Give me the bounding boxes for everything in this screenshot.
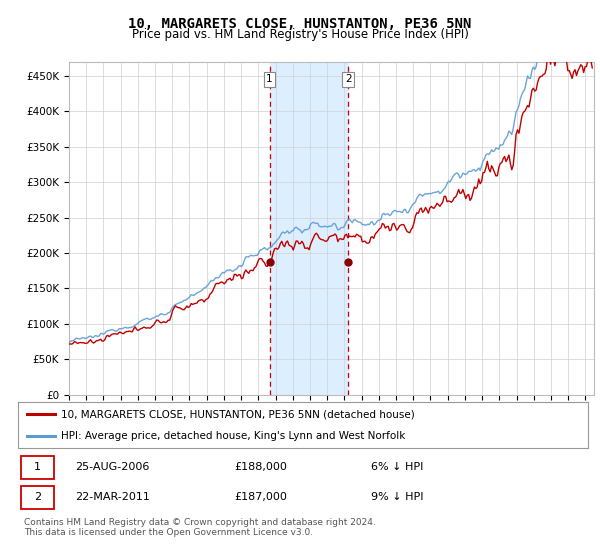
Text: 25-AUG-2006: 25-AUG-2006: [75, 462, 149, 472]
Text: £187,000: £187,000: [235, 492, 287, 502]
Text: 9% ↓ HPI: 9% ↓ HPI: [371, 492, 424, 502]
Text: Price paid vs. HM Land Registry's House Price Index (HPI): Price paid vs. HM Land Registry's House …: [131, 28, 469, 41]
Text: 10, MARGARETS CLOSE, HUNSTANTON, PE36 5NN: 10, MARGARETS CLOSE, HUNSTANTON, PE36 5N…: [128, 17, 472, 31]
Text: £188,000: £188,000: [235, 462, 287, 472]
Bar: [269, 62, 348, 395]
FancyBboxPatch shape: [21, 486, 54, 509]
Text: 1: 1: [266, 74, 273, 85]
Text: 2: 2: [345, 74, 352, 85]
Text: 22-MAR-2011: 22-MAR-2011: [75, 492, 150, 502]
Text: 2: 2: [34, 492, 41, 502]
Text: 1: 1: [34, 462, 41, 472]
Text: HPI: Average price, detached house, King's Lynn and West Norfolk: HPI: Average price, detached house, King…: [61, 431, 405, 441]
Text: 6% ↓ HPI: 6% ↓ HPI: [371, 462, 424, 472]
Text: Contains HM Land Registry data © Crown copyright and database right 2024.
This d: Contains HM Land Registry data © Crown c…: [24, 518, 376, 538]
Text: 10, MARGARETS CLOSE, HUNSTANTON, PE36 5NN (detached house): 10, MARGARETS CLOSE, HUNSTANTON, PE36 5N…: [61, 409, 415, 419]
FancyBboxPatch shape: [21, 455, 54, 479]
